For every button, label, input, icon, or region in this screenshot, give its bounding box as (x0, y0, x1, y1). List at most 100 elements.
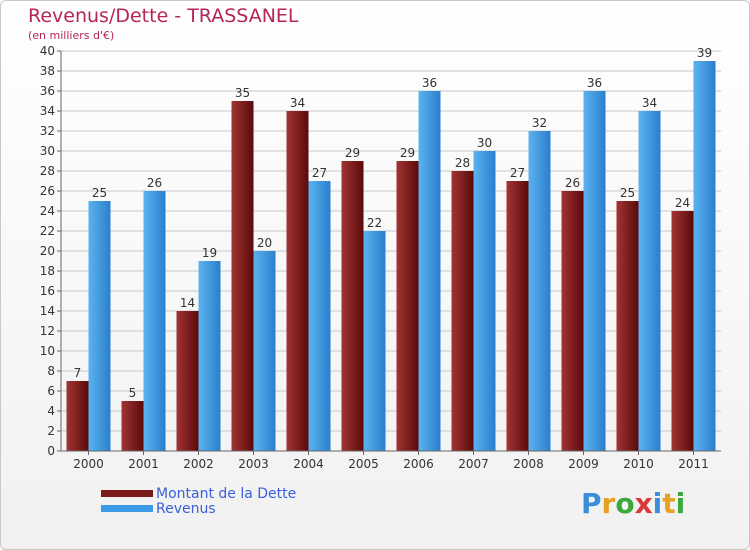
bar-debt-2008 (506, 181, 529, 451)
bar-revenue-2003 (253, 251, 276, 451)
bar-debt-2011 (671, 211, 694, 451)
legend-swatch-debt (101, 490, 153, 497)
y-tick-label: 0 (47, 444, 55, 458)
y-tick-label: 10 (40, 344, 55, 358)
bar-debt-2007 (451, 171, 474, 451)
x-tick-label: 2007 (458, 457, 489, 471)
bar-revenue-2005 (363, 231, 386, 451)
data-label-revenue: 27 (312, 166, 327, 180)
data-label-revenue: 34 (642, 96, 657, 110)
data-label-debt: 25 (620, 186, 635, 200)
data-label-debt: 5 (129, 386, 137, 400)
bar-debt-2004 (286, 111, 309, 451)
chart-subtitle: (en milliers d'€) (28, 29, 115, 42)
logo-letter: x (634, 487, 653, 520)
y-tick-label: 38 (40, 64, 55, 78)
bar-debt-2005 (341, 161, 364, 451)
data-label-debt: 34 (290, 96, 305, 110)
proxiti-logo: Proxiti (581, 487, 685, 520)
data-label-revenue: 25 (92, 186, 107, 200)
bar-revenue-2011 (693, 61, 716, 451)
data-label-revenue: 39 (697, 46, 712, 60)
data-label-revenue: 30 (477, 136, 492, 150)
y-tick-label: 36 (40, 84, 55, 98)
y-tick-label: 8 (47, 364, 55, 378)
y-tick-label: 6 (47, 384, 55, 398)
bar-revenue-2008 (528, 131, 551, 451)
data-label-revenue: 36 (587, 76, 602, 90)
x-tick-label: 2010 (623, 457, 654, 471)
x-tick-label: 2009 (568, 457, 599, 471)
data-label-revenue: 32 (532, 116, 547, 130)
bar-revenue-2002 (198, 261, 221, 451)
y-tick-label: 16 (40, 284, 55, 298)
bars (66, 61, 716, 451)
data-label-revenue: 26 (147, 176, 162, 190)
x-tick-label: 2000 (73, 457, 104, 471)
x-tick-label: 2006 (403, 457, 434, 471)
data-label-debt: 7 (74, 366, 82, 380)
data-label-debt: 26 (565, 176, 580, 190)
data-label-debt: 14 (180, 296, 195, 310)
data-label-revenue: 20 (257, 236, 272, 250)
logo-letter: i (675, 487, 686, 520)
y-tick-label: 30 (40, 144, 55, 158)
bar-revenue-2001 (143, 191, 166, 451)
y-tick-label: 24 (40, 204, 55, 218)
legend-swatch-revenue (101, 505, 153, 512)
bar-debt-2002 (176, 311, 199, 451)
y-tick-label: 4 (47, 404, 55, 418)
legend-label-revenue: Revenus (156, 501, 216, 517)
bar-debt-2001 (121, 401, 144, 451)
bar-revenue-2000 (88, 201, 111, 451)
logo-letter: t (662, 487, 676, 520)
chart-title: Revenus/Dette - TRASSANEL (28, 5, 299, 27)
data-labels: 7 25 5 26 14 19 35 20 34 27 29 22 29 36 28 30 27 32 26 36 25… (74, 46, 712, 400)
y-tick-label: 2 (47, 424, 55, 438)
data-label-debt: 29 (400, 146, 415, 160)
logo-letter: i (652, 487, 663, 520)
data-label-debt: 35 (235, 86, 250, 100)
x-tick-label: 2003 (238, 457, 269, 471)
y-tick-label: 14 (40, 304, 55, 318)
data-label-debt: 27 (510, 166, 525, 180)
x-axis: 2000 2001 2002 2003 2004 2005 2006 2007 2008 2009… (61, 450, 721, 471)
x-tick-label: 2005 (348, 457, 379, 471)
grid-layer (61, 50, 721, 452)
data-label-revenue: 22 (367, 216, 382, 230)
x-tick-label: 2004 (293, 457, 324, 471)
data-label-revenue: 19 (202, 246, 217, 260)
x-tick-label: 2011 (678, 457, 709, 471)
y-tick-label: 26 (40, 184, 55, 198)
x-tick-label: 2008 (513, 457, 544, 471)
x-tick-label: 2001 (128, 457, 159, 471)
logo-letter: r (601, 487, 616, 520)
data-label-debt: 29 (345, 146, 360, 160)
bar-revenue-2009 (583, 91, 606, 451)
logo-letter: o (615, 487, 635, 520)
bar-debt-2010 (616, 201, 639, 451)
y-tick-label: 22 (40, 224, 55, 238)
y-tick-label: 40 (40, 44, 55, 58)
bar-debt-2000 (66, 381, 89, 451)
bar-revenue-2010 (638, 111, 661, 451)
data-label-debt: 28 (455, 156, 470, 170)
data-label-revenue: 36 (422, 76, 437, 90)
y-tick-label: 32 (40, 124, 55, 138)
y-tick-label: 20 (40, 244, 55, 258)
data-label-debt: 24 (675, 196, 690, 210)
bar-revenue-2004 (308, 181, 331, 451)
bar-revenue-2006 (418, 91, 441, 451)
y-tick-label: 12 (40, 324, 55, 338)
bar-debt-2009 (561, 191, 584, 451)
logo-letter: P (581, 487, 602, 520)
y-tick-label: 28 (40, 164, 55, 178)
x-tick-label: 2002 (183, 457, 214, 471)
y-tick-label: 34 (40, 104, 55, 118)
y-tick-label: 18 (40, 264, 55, 278)
bar-revenue-2007 (473, 151, 496, 451)
bar-debt-2006 (396, 161, 419, 451)
